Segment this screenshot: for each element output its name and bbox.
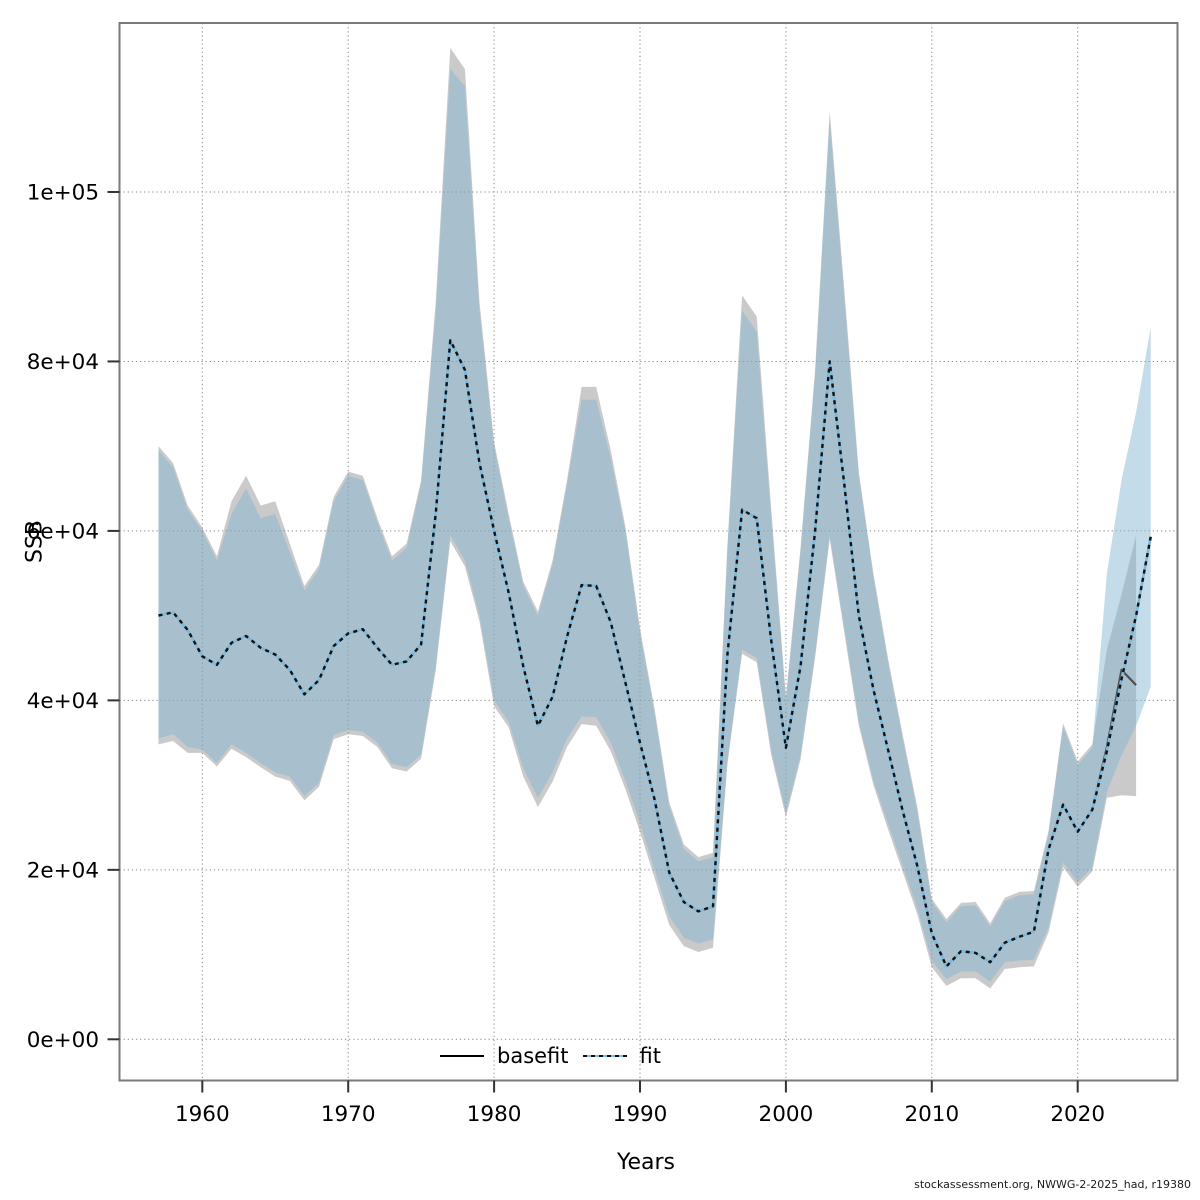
y-axis-label: SSB xyxy=(22,519,48,564)
x-tick-label: 1970 xyxy=(321,1102,376,1127)
y-tick-label: 1e+05 xyxy=(27,180,99,205)
y-tick-label: 0e+00 xyxy=(27,1028,99,1053)
legend-item-fit: fit xyxy=(582,1044,661,1068)
x-tick-label: 2020 xyxy=(1050,1102,1105,1127)
x-tick-label: 1980 xyxy=(467,1102,522,1127)
legend-label-fit: fit xyxy=(639,1044,661,1068)
x-tick-label: 1990 xyxy=(613,1102,668,1127)
y-tick-label: 6e+04 xyxy=(27,519,99,544)
legend-label-basefit: basefit xyxy=(497,1044,569,1068)
footer-citation: stockassessment.org, NWWG-2-2025_had, r1… xyxy=(914,1178,1191,1191)
fit-confidence-band xyxy=(158,69,1151,982)
fit-line-sample-icon xyxy=(582,1054,627,1058)
x-axis-label: Years xyxy=(616,1150,676,1175)
x-tick-label: 1960 xyxy=(175,1102,230,1127)
y-tick-label: 8e+04 xyxy=(27,350,99,375)
x-tick-label: 2000 xyxy=(759,1102,814,1127)
y-tick-label: 2e+04 xyxy=(27,858,99,883)
legend-item-basefit: basefit xyxy=(440,1044,569,1068)
basefit-confidence-band xyxy=(158,47,1137,989)
chart-legend: basefit fit xyxy=(440,1044,661,1068)
basefit-line-sample-icon xyxy=(440,1055,484,1057)
fit-line xyxy=(158,339,1152,968)
x-tick-label: 2010 xyxy=(904,1102,959,1127)
plot-border xyxy=(118,22,1179,1082)
y-tick-label: 4e+04 xyxy=(27,689,99,714)
